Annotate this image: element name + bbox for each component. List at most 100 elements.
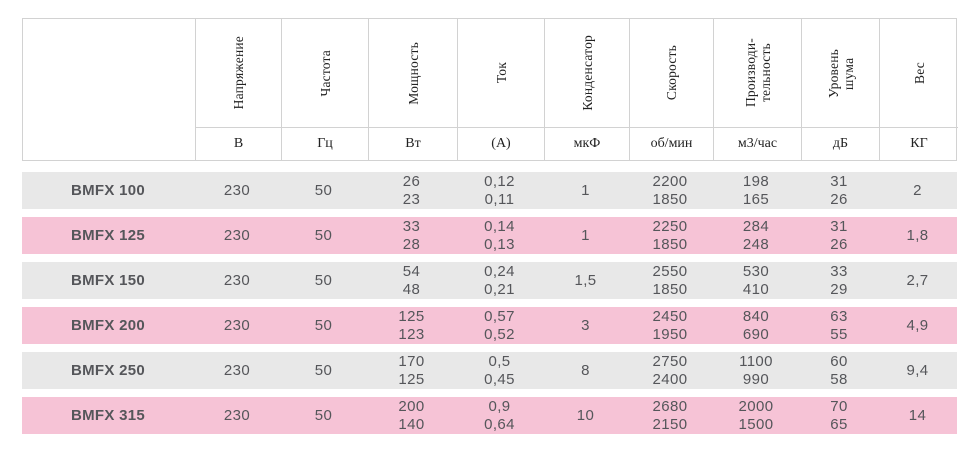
value-cell: 26 23	[402, 172, 421, 208]
column-unit-label: дБ	[832, 136, 849, 151]
value-cell: 530 410	[742, 262, 770, 298]
value-cell: 54 48	[402, 262, 421, 298]
value-cell: 2	[913, 181, 922, 199]
value-cell: 3	[581, 316, 590, 334]
value-cell: 0,57 0,52	[484, 307, 515, 343]
table-row: BMFX 150 230 50 54 48 0,24 0,21 1,5 2550 1850 5…	[22, 262, 957, 299]
column-unit-label: В	[233, 136, 244, 151]
value-cell: 2550 1850	[652, 262, 688, 298]
value-cell: 31 26	[830, 172, 848, 208]
value-cell: 2000 1500	[738, 397, 774, 433]
model-name: BMFX 200	[70, 316, 146, 334]
value-cell: 230	[223, 316, 251, 334]
column-unit-cell: (А)	[457, 128, 544, 160]
column-header-cell: Уровень шума	[801, 19, 879, 128]
column-unit-label: (А)	[491, 136, 511, 151]
column-unit-cell: м3/час	[713, 128, 801, 160]
column-unit-label: м3/час	[737, 136, 778, 151]
value-cell: 0,12 0,11	[484, 172, 515, 208]
value-cell: 33 28	[402, 217, 421, 253]
column-header-label: Конденсатор	[579, 35, 595, 111]
value-cell: 9,4	[906, 361, 929, 379]
column-header-cell: Скорость	[629, 19, 713, 128]
table-row: BMFX 315 230 50 200 140 0,9 0,64 10 2680 2150 2…	[22, 397, 957, 434]
value-cell: 10	[576, 406, 595, 424]
value-cell: 198 165	[742, 172, 770, 208]
column-unit-cell: об/мин	[629, 128, 713, 160]
value-cell: 170 125	[398, 352, 425, 388]
value-cell: 1	[581, 181, 590, 199]
column-header-label: Производи- тельность	[742, 38, 773, 108]
value-cell: 840 690	[742, 307, 770, 343]
value-cell: 2250 1850	[652, 217, 688, 253]
model-name: BMFX 250	[70, 361, 146, 379]
value-cell: 50	[314, 316, 333, 334]
value-cell: 63 55	[830, 307, 848, 343]
column-header-label: Напряжение	[231, 36, 246, 110]
column-header-label: Скорость	[664, 45, 679, 101]
value-cell: 60 58	[830, 352, 848, 388]
value-cell: 31 26	[830, 217, 848, 253]
value-cell: 50	[314, 181, 333, 199]
column-header-cell: Напряжение	[195, 19, 281, 128]
value-cell: 1	[581, 226, 590, 244]
value-cell: 230	[223, 361, 251, 379]
column-header-cell: Вес	[879, 19, 958, 128]
value-cell: 2450 1950	[652, 307, 688, 343]
column-unit-label: Вт	[405, 136, 421, 151]
column-unit-cell: мкФ	[544, 128, 629, 160]
value-cell: 125 123	[398, 307, 425, 343]
value-cell: 50	[314, 226, 333, 244]
column-header-label: Ток	[493, 62, 509, 84]
value-cell: 230	[223, 406, 251, 424]
table-row: BMFX 250 230 50 170 125 0,5 0,45 8 2750 2400 11…	[22, 352, 957, 389]
column-unit-cell: Вт	[368, 128, 457, 160]
value-cell: 50	[314, 271, 333, 289]
value-cell: 230	[223, 226, 251, 244]
column-unit-cell: КГ	[879, 128, 958, 160]
value-cell: 1,5	[574, 271, 597, 289]
column-unit-cell: Гц	[281, 128, 368, 160]
column-header-cell: Частота	[281, 19, 368, 128]
model-name: BMFX 125	[70, 226, 146, 244]
value-cell: 0,9 0,64	[484, 397, 515, 433]
value-cell: 1,8	[906, 226, 929, 244]
table-row: BMFX 125 230 50 33 28 0,14 0,13 1 2250 1850 284…	[22, 217, 957, 254]
value-cell: 50	[314, 361, 333, 379]
value-cell: 4,9	[906, 316, 929, 334]
value-cell: 284 248	[742, 217, 770, 253]
value-cell: 50	[314, 406, 333, 424]
value-cell: 2680 2150	[652, 397, 688, 433]
column-header-label: Уровень шума	[825, 48, 856, 98]
value-cell: 2,7	[906, 271, 929, 289]
value-cell: 0,5 0,45	[484, 352, 515, 388]
table-body: BMFX 100 230 50 26 23 0,12 0,11 1 2200 1850 198…	[22, 172, 957, 434]
column-header-label: Частота	[317, 49, 333, 97]
table-row: BMFX 200 230 50 125 123 0,57 0,52 3 2450 1950 8…	[22, 307, 957, 344]
column-unit-label: мкФ	[573, 136, 601, 151]
table-row: BMFX 100 230 50 26 23 0,12 0,11 1 2200 1850 198…	[22, 172, 957, 209]
value-cell: 8	[581, 361, 590, 379]
model-name: BMFX 315	[70, 406, 146, 424]
table-header: Напряжение Частота Мощность Ток Конденсатор С…	[22, 18, 958, 161]
column-header-label: Мощность	[405, 41, 421, 105]
value-cell: 14	[908, 406, 927, 424]
value-cell: 70 65	[830, 397, 848, 433]
value-cell: 200 140	[398, 397, 425, 433]
value-cell: 33 29	[830, 262, 848, 298]
column-unit-cell: дБ	[801, 128, 879, 160]
column-unit-cell: В	[195, 128, 281, 160]
value-cell: 0,14 0,13	[484, 217, 515, 253]
model-name: BMFX 100	[70, 181, 146, 199]
value-cell: 0,24 0,21	[484, 262, 515, 298]
value-cell: 1100 990	[739, 352, 773, 388]
model-name: BMFX 150	[70, 271, 146, 289]
header-corner-cell	[23, 19, 195, 160]
value-cell: 2200 1850	[652, 172, 688, 208]
column-header-cell: Производи- тельность	[713, 19, 801, 128]
column-unit-label: об/мин	[650, 136, 693, 151]
value-cell: 230	[223, 181, 251, 199]
value-cell: 2750 2400	[652, 352, 688, 388]
column-unit-label: Гц	[317, 136, 333, 151]
